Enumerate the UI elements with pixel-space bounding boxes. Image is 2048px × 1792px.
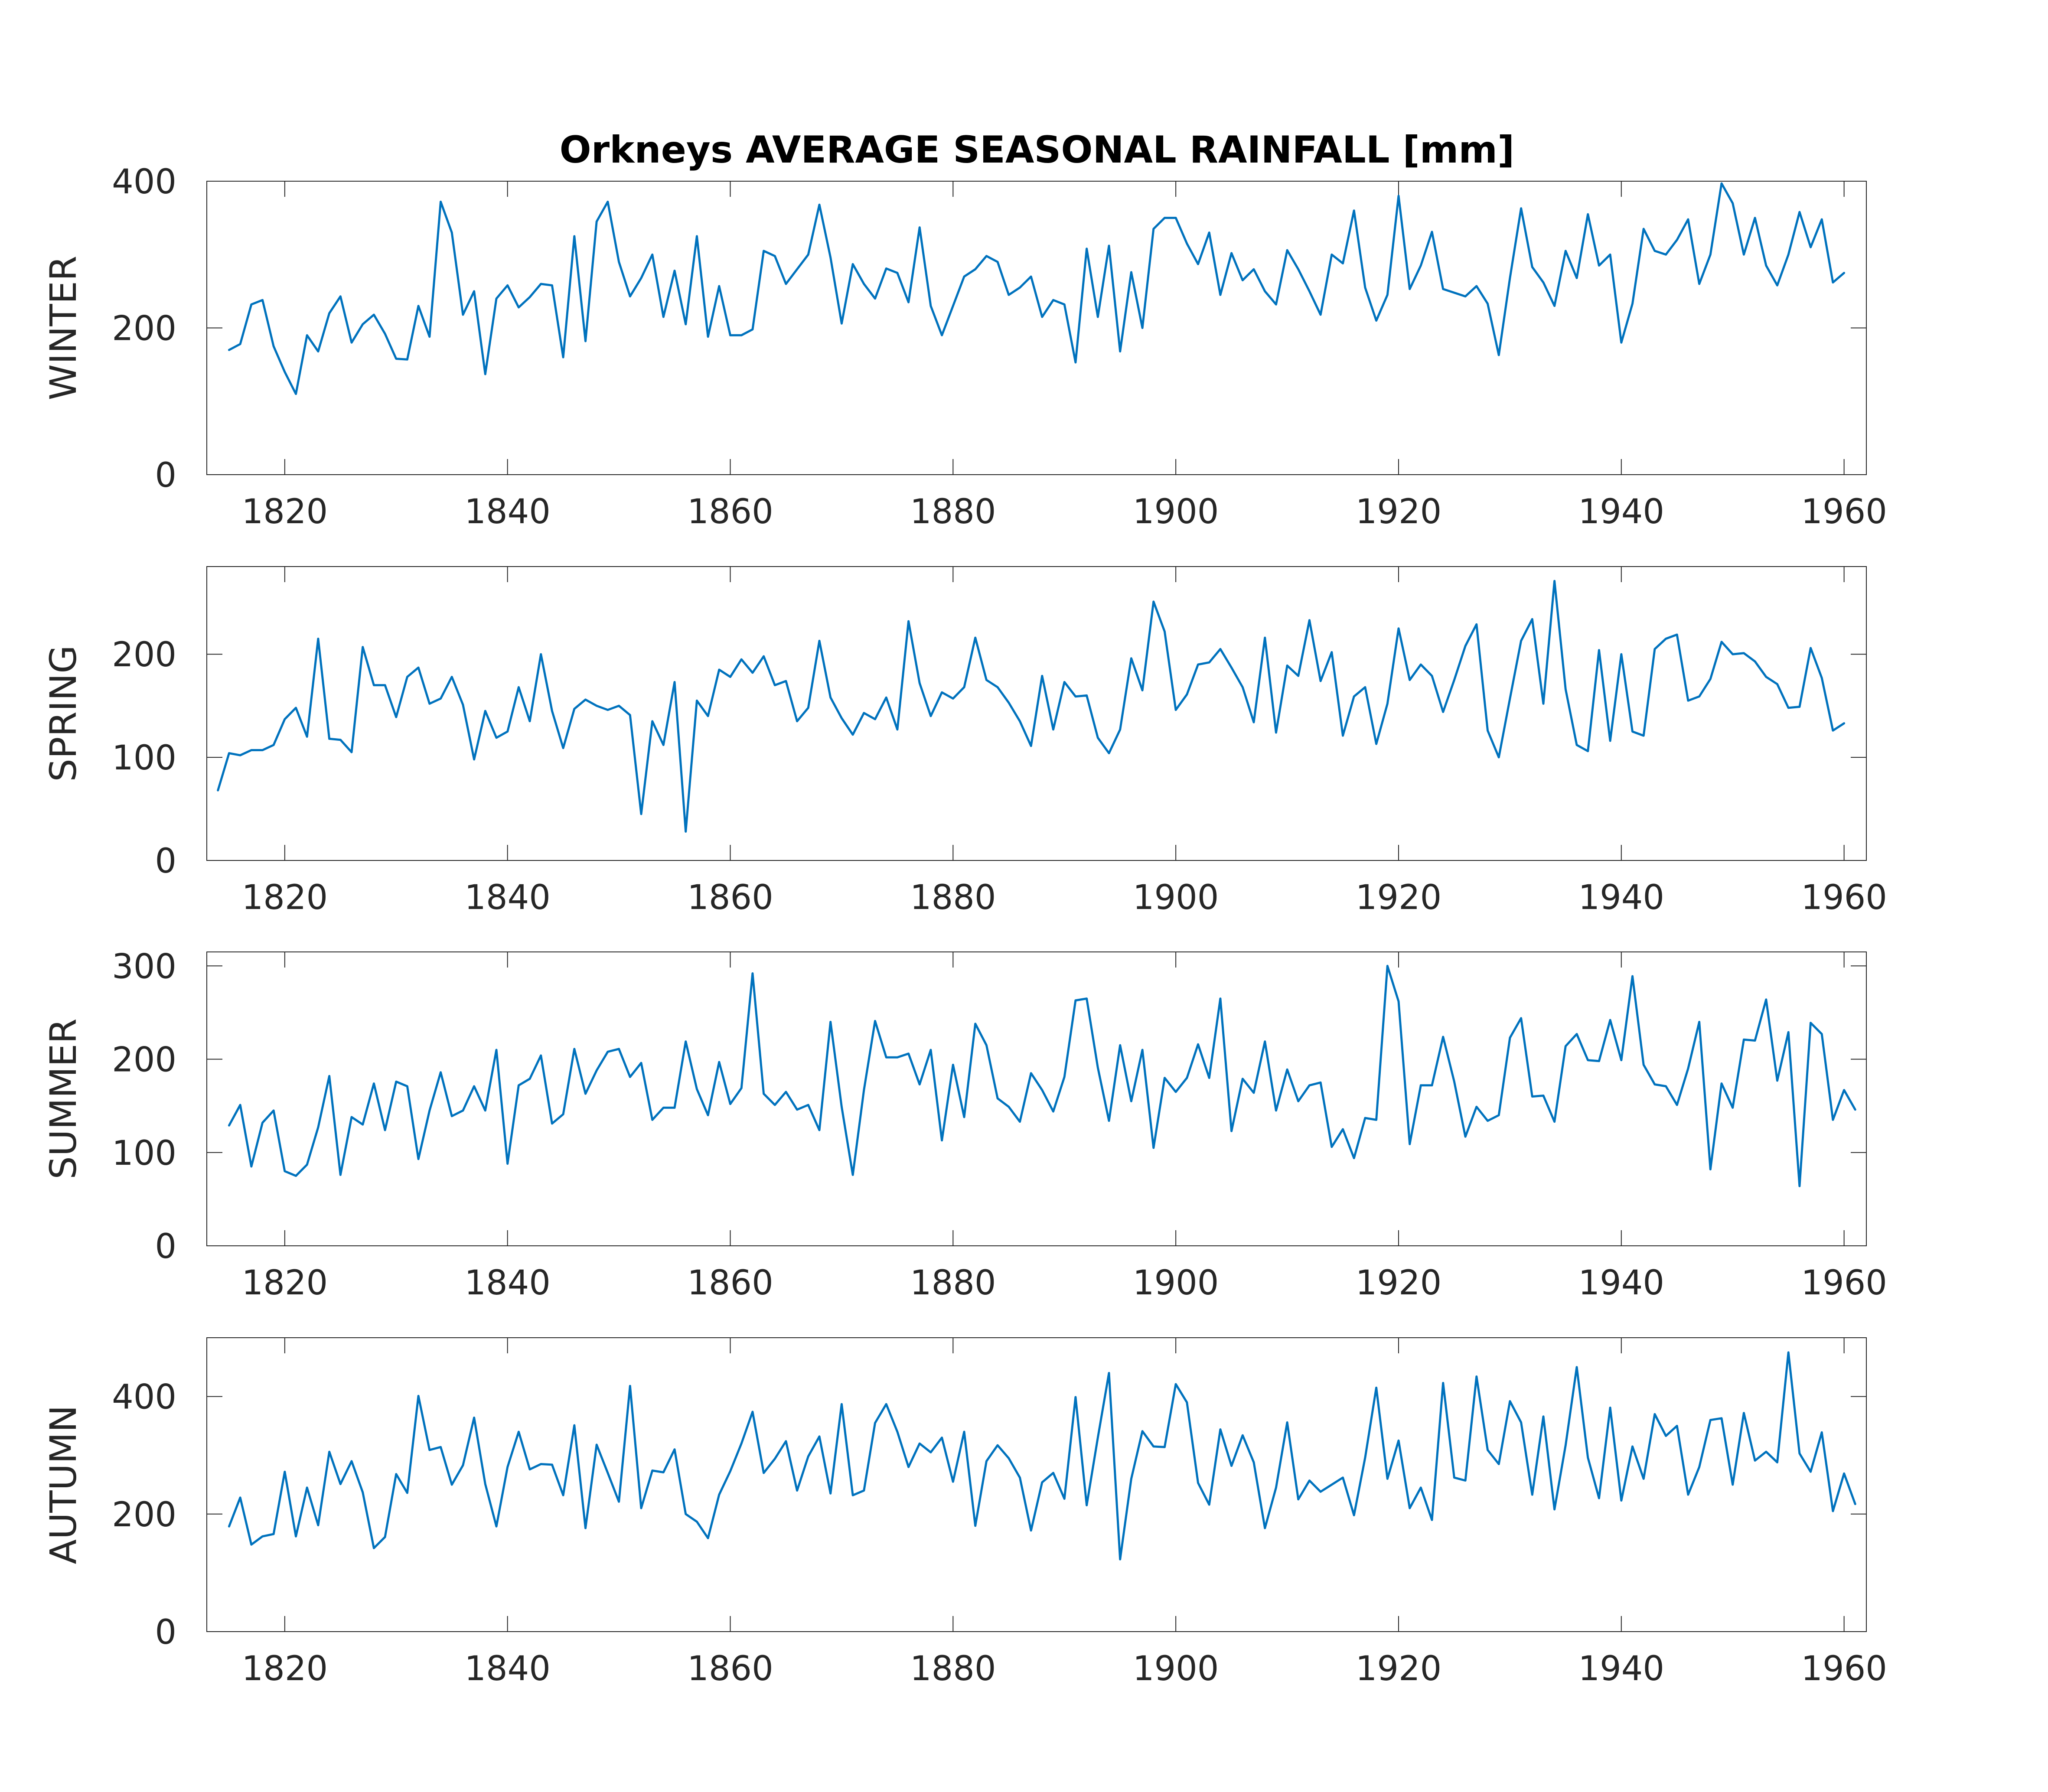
x-tick-label-winter: 1940 bbox=[1578, 492, 1665, 531]
y-tick-label-autumn: 0 bbox=[155, 1613, 176, 1652]
x-tick-label-spring: 1860 bbox=[687, 878, 773, 917]
y-tick-label-summer: 300 bbox=[112, 947, 176, 986]
axes-box-spring bbox=[206, 566, 1867, 861]
x-tick-label-spring: 1840 bbox=[464, 878, 551, 917]
x-tick-label-summer: 1940 bbox=[1578, 1264, 1665, 1303]
x-tick-label-winter: 1900 bbox=[1133, 492, 1219, 531]
x-tick-label-winter: 1880 bbox=[910, 492, 996, 531]
x-tick-label-spring: 1960 bbox=[1801, 878, 1887, 917]
ylabel-autumn: AUTUMN bbox=[42, 1405, 85, 1564]
x-tick-label-summer: 1920 bbox=[1356, 1264, 1442, 1303]
x-tick-label-autumn: 1900 bbox=[1133, 1649, 1219, 1688]
x-tick-label-autumn: 1860 bbox=[687, 1649, 773, 1688]
y-tick-label-summer: 200 bbox=[112, 1041, 176, 1080]
y-tick-label-autumn: 400 bbox=[112, 1378, 176, 1417]
x-tick-label-spring: 1880 bbox=[910, 878, 996, 917]
x-tick-label-winter: 1860 bbox=[687, 492, 773, 531]
y-tick-label-summer: 0 bbox=[155, 1227, 176, 1266]
x-tick-label-winter: 1840 bbox=[464, 492, 551, 531]
x-tick-label-spring: 1900 bbox=[1133, 878, 1219, 917]
panel-winter: 1820 1840 1860 1880 1900 1920 1940 19600200400 … bbox=[42, 163, 1887, 531]
x-tick-label-autumn: 1940 bbox=[1578, 1649, 1665, 1688]
series-line-summer bbox=[228, 964, 1856, 1187]
y-tick-label-spring: 200 bbox=[112, 635, 176, 674]
x-tick-label-autumn: 1960 bbox=[1801, 1649, 1887, 1688]
x-tick-label-summer: 1880 bbox=[910, 1264, 996, 1303]
x-tick-label-autumn: 1820 bbox=[242, 1649, 328, 1688]
x-tick-label-summer: 1840 bbox=[464, 1264, 551, 1303]
x-tick-label-autumn: 1880 bbox=[910, 1649, 996, 1688]
y-tick-label-spring: 0 bbox=[155, 842, 176, 881]
y-tick-label-summer: 100 bbox=[112, 1134, 176, 1173]
x-tick-label-spring: 1820 bbox=[242, 878, 328, 917]
series-line-winter bbox=[228, 182, 1846, 395]
y-tick-label-winter: 400 bbox=[112, 163, 176, 202]
axes-frame: 1820 1840 1860 1880 1900 1920 1940 1960 0 200 400 bbox=[112, 1337, 1887, 1688]
x-tick-label-summer: 1820 bbox=[242, 1264, 328, 1303]
panel-summer: 1820 1840 1860 1880 1900 1920 1940 1960 0 100 200 3… bbox=[42, 947, 1887, 1303]
chart-title: Orkneys AVERAGE SEASONAL RAINFALL [mm] bbox=[560, 128, 1515, 172]
x-tick-label-autumn: 1840 bbox=[464, 1649, 551, 1688]
x-tick-label-spring: 1940 bbox=[1578, 878, 1665, 917]
ylabel-spring: SPRING bbox=[42, 645, 85, 782]
series-line-autumn bbox=[228, 1351, 1856, 1561]
y-tick-label-winter: 200 bbox=[112, 310, 176, 349]
y-tick-label-autumn: 200 bbox=[112, 1496, 176, 1535]
panel-autumn: 1820 1840 1860 1880 1900 1920 1940 19600200400 … bbox=[42, 1337, 1887, 1688]
ylabel-winter: WINTER bbox=[42, 256, 85, 400]
x-tick-label-summer: 1900 bbox=[1133, 1264, 1219, 1303]
axes-box-summer bbox=[206, 951, 1867, 1246]
x-tick-label-winter: 1920 bbox=[1356, 492, 1442, 531]
series-line-spring bbox=[217, 580, 1846, 833]
axes-frame: 1820 1840 1860 1880 1900 1920 1940 1960 0 100 200 3… bbox=[112, 947, 1887, 1303]
x-tick-label-winter: 1960 bbox=[1801, 492, 1887, 531]
axes-frame: 1820 1840 1860 1880 1900 1920 1940 1960 0 100 200 bbox=[112, 566, 1887, 917]
x-tick-label-autumn: 1920 bbox=[1356, 1649, 1442, 1688]
x-tick-label-summer: 1860 bbox=[687, 1264, 773, 1303]
panel-spring: 1820 1840 1860 1880 1900 1920 1940 19600100200 … bbox=[42, 566, 1887, 917]
x-tick-label-spring: 1920 bbox=[1356, 878, 1442, 917]
y-tick-label-spring: 100 bbox=[112, 739, 176, 778]
ylabel-summer: SUMMER bbox=[42, 1018, 85, 1179]
x-tick-label-winter: 1820 bbox=[242, 492, 328, 531]
axes-box-autumn bbox=[206, 1337, 1867, 1632]
y-tick-label-winter: 0 bbox=[155, 456, 176, 495]
axes-frame: 1820 1840 1860 1880 1900 1920 1940 1960 0 200 400 bbox=[112, 163, 1887, 531]
x-tick-label-summer: 1960 bbox=[1801, 1264, 1887, 1303]
